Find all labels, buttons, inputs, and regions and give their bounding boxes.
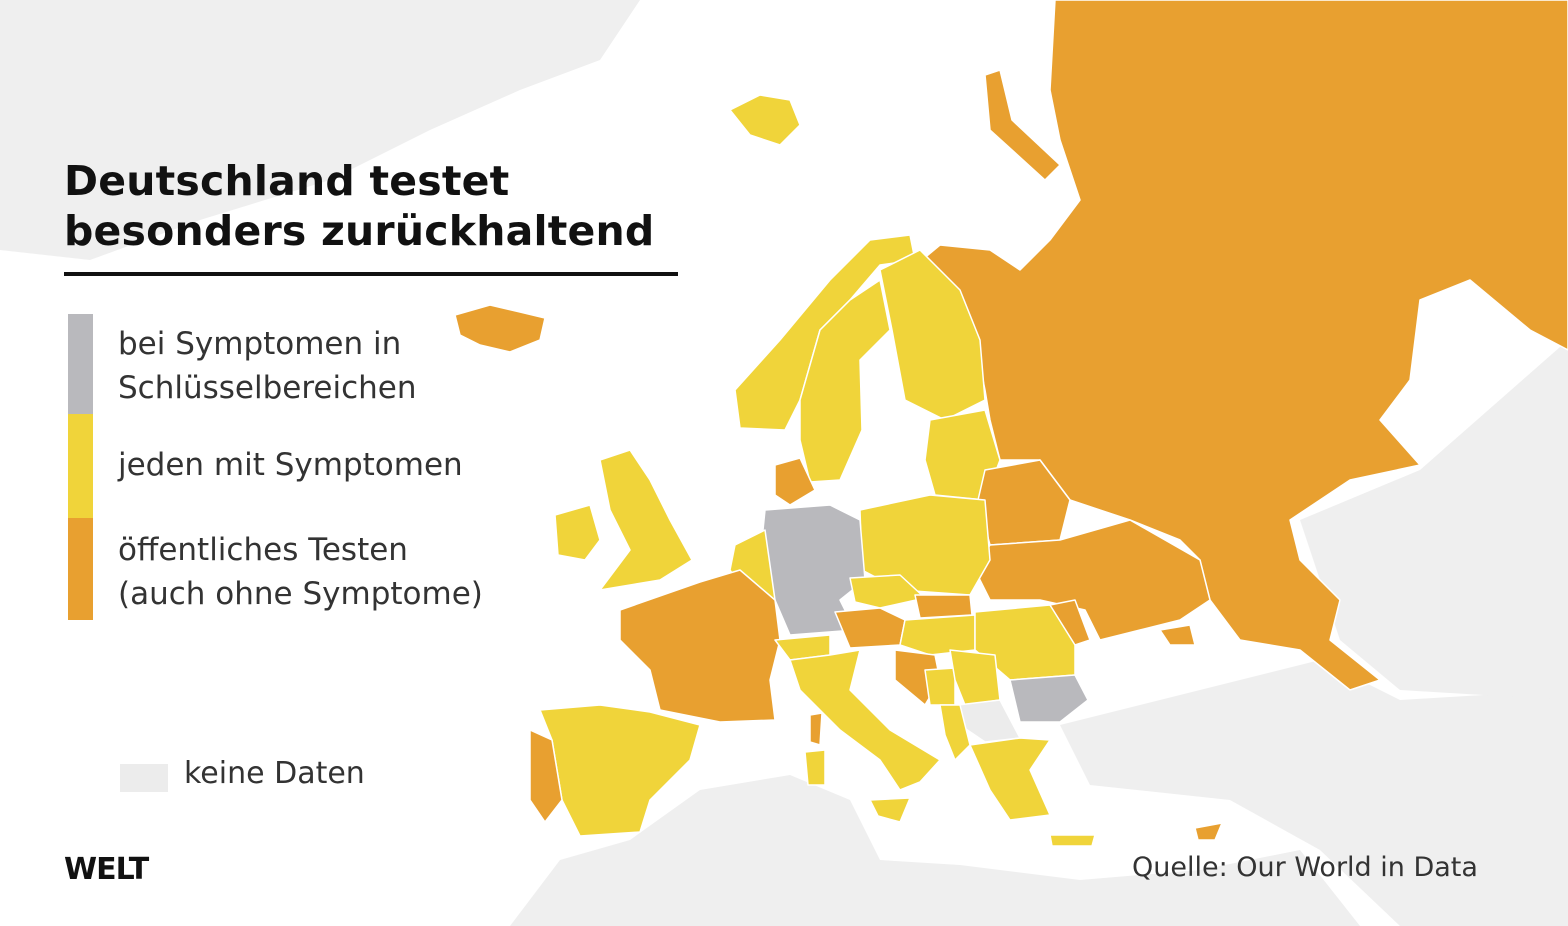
legend-swatch-symptoms [68, 414, 93, 518]
region-moldova [1049, 599, 1091, 646]
title-line-1: Deutschland testet [64, 157, 510, 205]
region-sicily [869, 797, 911, 823]
legend-label: öffentliches Testen [118, 532, 408, 568]
region-land-middle-east [1060, 660, 1568, 926]
region-iceland [454, 304, 546, 353]
legend-label: Schlüsselbereichen [118, 370, 417, 406]
region-uk [599, 449, 693, 591]
title-divider [64, 272, 678, 276]
region-sweden [799, 279, 891, 483]
welt-logo: WELT [64, 852, 149, 887]
region-finland [879, 249, 986, 421]
region-greece [969, 737, 1051, 821]
region-slovakia [914, 594, 973, 619]
region-ukraine [974, 519, 1211, 641]
region-serbia [949, 649, 1001, 706]
region-portugal [529, 729, 563, 823]
legend-swatch-public [68, 518, 93, 620]
region-corsica [809, 712, 823, 746]
region-czechia [849, 574, 926, 609]
region-bosnia [924, 667, 956, 706]
legend-swatch-no-data [120, 764, 168, 792]
region-land-central-asia [1300, 340, 1568, 700]
region-france [619, 569, 781, 723]
legend-swatch-key-areas [68, 314, 93, 414]
page-title: Deutschland testet besonders zurückhalte… [64, 156, 654, 256]
region-austria [834, 607, 906, 649]
region-poland [859, 494, 991, 596]
region-sardinia [804, 749, 826, 786]
legend-label: bei Symptomen in [118, 326, 402, 362]
region-novaya-zemlya [984, 69, 1061, 181]
legend-label-no-data: keine Daten [184, 756, 365, 791]
region-crete [1049, 834, 1096, 847]
region-cyprus [1194, 822, 1223, 841]
legend-label: (auch ohne Symptome) [118, 576, 483, 612]
source-note: Quelle: Our World in Data [1132, 852, 1478, 883]
region-bulgaria [1009, 674, 1089, 723]
legend-label: jeden mit Symptomen [118, 447, 463, 483]
region-italy [789, 649, 941, 791]
region-crimea [1159, 624, 1196, 646]
region-svalbard [729, 94, 801, 146]
region-land-north-africa [510, 775, 1360, 926]
legend-item-symptoms: jeden mit Symptomen [118, 443, 463, 487]
title-line-2: besonders zurückhaltend [64, 207, 655, 255]
legend-item-public: öffentliches Testen (auch ohne Symptome) [118, 528, 483, 616]
region-albania-montenegro [939, 704, 971, 761]
region-norway [734, 234, 916, 431]
region-ireland [554, 504, 601, 561]
legend-item-key-areas: bei Symptomen in Schlüsselbereichen [118, 322, 417, 410]
region-denmark [774, 457, 816, 506]
region-land-greenland [0, 0, 640, 260]
region-hungary [899, 614, 976, 656]
